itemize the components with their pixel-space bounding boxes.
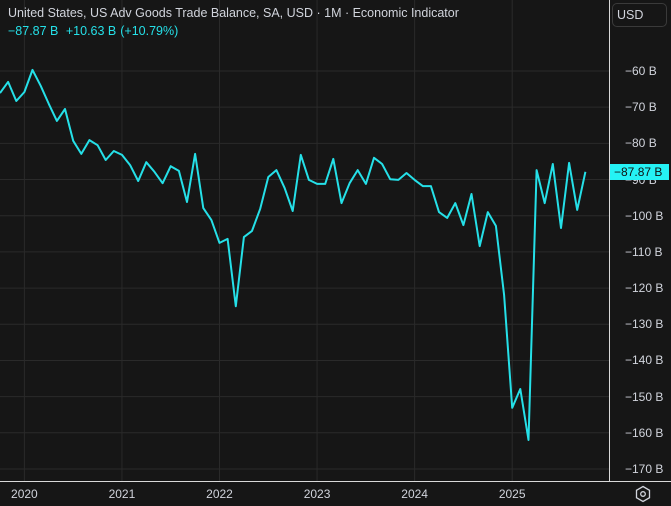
- y-tick-label: −130 B: [625, 317, 664, 332]
- x-tick-label: 2022: [206, 487, 233, 501]
- series-title: United States, US Adv Goods Trade Balanc…: [8, 6, 459, 20]
- price-line-chart: [0, 0, 609, 481]
- change-percent: (+10.79%): [120, 24, 179, 38]
- x-tick-label: 2024: [401, 487, 428, 501]
- x-tick-label: 2021: [108, 487, 136, 501]
- y-tick-label: −120 B: [625, 281, 664, 296]
- last-value: −87.87 B: [8, 24, 59, 38]
- x-tick-label: 2025: [498, 487, 526, 501]
- chart-legend: United States, US Adv Goods Trade Balanc…: [8, 6, 459, 38]
- y-tick-label: −100 B: [625, 208, 664, 223]
- y-tick-label: −150 B: [625, 389, 664, 404]
- chart-plot-area[interactable]: [0, 0, 609, 481]
- series-line: [0, 68, 587, 441]
- currency-button[interactable]: USD: [612, 3, 667, 27]
- last-price-tag: −87.87 B: [610, 163, 669, 180]
- x-tick-label: 2020: [11, 487, 38, 501]
- settings-icon[interactable]: [634, 485, 652, 503]
- y-tick-label: −70 B: [625, 100, 657, 115]
- y-tick-label: −170 B: [625, 461, 664, 476]
- x-tick-label: 2023: [303, 487, 331, 501]
- y-tick-label: −80 B: [625, 136, 657, 151]
- y-tick-label: −60 B: [625, 64, 657, 78]
- series-values: −87.87 B +10.63 B (+10.79%): [8, 24, 459, 38]
- price-axis[interactable]: −60 B−70 B−80 B−90 B−100 B−110 B−120 B−1…: [609, 0, 671, 481]
- y-tick-label: −140 B: [625, 353, 664, 368]
- time-axis[interactable]: 2020 2021 2022 2023 2024 2025: [0, 481, 671, 506]
- change-value: +10.63 B: [65, 24, 117, 38]
- y-tick-label: −160 B: [625, 425, 664, 440]
- y-tick-label: −110 B: [625, 244, 663, 259]
